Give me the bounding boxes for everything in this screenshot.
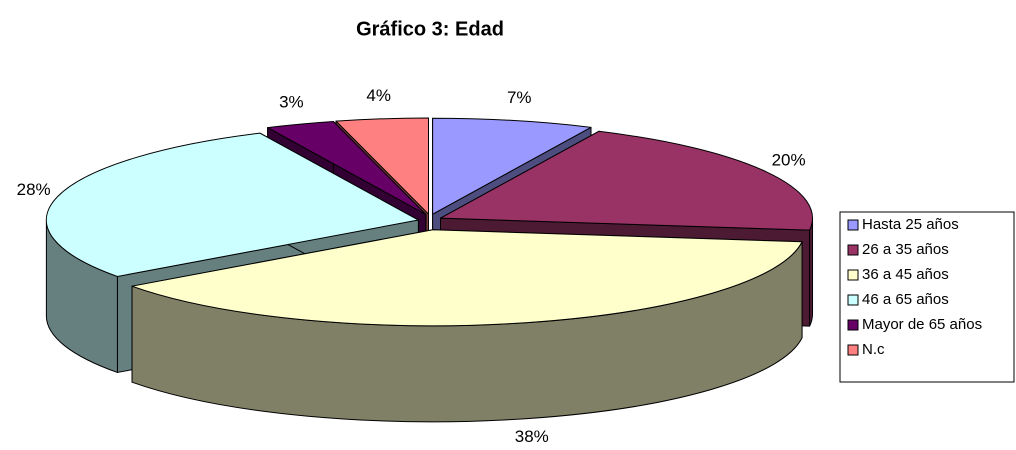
pie-slice [267,120,427,215]
legend-label: N.c [862,341,885,358]
legend-label: 36 a 45 años [862,266,949,283]
legend-swatch [847,344,859,356]
slice-wall [809,217,814,327]
pie-slice [335,117,429,215]
legend-swatch [847,219,859,231]
legend-swatch [847,244,859,256]
legend-swatch [847,294,859,306]
data-label: 38% [515,427,549,446]
pie-slice [131,229,803,327]
legend-swatch [847,319,859,331]
data-label: 28% [17,180,51,199]
legend-label: 26 a 35 años [862,241,949,258]
pie-slice [432,117,592,215]
legend-label: Hasta 25 años [862,216,959,233]
data-label: 20% [772,150,806,169]
legend-box [839,211,1015,383]
pie-tops [45,117,814,327]
legend-label: 46 a 65 años [862,291,949,308]
pie-slice [440,130,814,231]
legend-swatch [847,269,859,281]
data-label: 3% [279,92,304,111]
chart-title: Gráfico 3: Edad [356,18,504,40]
data-label: 4% [366,86,391,105]
pie-slice [45,132,419,277]
legend-label: Mayor de 65 años [862,316,982,333]
data-label: 7% [507,88,532,107]
